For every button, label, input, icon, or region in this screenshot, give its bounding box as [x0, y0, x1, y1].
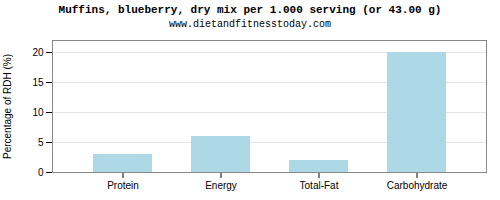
svg-text:Carbohydrate: Carbohydrate: [387, 180, 448, 191]
svg-text:15: 15: [32, 77, 44, 88]
svg-text:20: 20: [32, 47, 44, 58]
svg-text:Protein: Protein: [107, 180, 139, 191]
html-text:Muffins, blueberry, dry mix pe: Muffins, blueberry, dry mix per 1.000 se…: [58, 4, 442, 16]
svg-text:0: 0: [38, 167, 44, 178]
svg-text:Total-Fat: Total-Fat: [300, 180, 339, 191]
html-text:www.dietandfitnesstoday.com: www.dietandfitnesstoday.com: [169, 19, 331, 30]
svg-text:10: 10: [32, 107, 44, 118]
svg-text:5: 5: [38, 137, 44, 148]
svg-text:Energy: Energy: [205, 180, 237, 191]
svg-text:Percentage of RDH (%): Percentage of RDH (%): [2, 54, 13, 159]
